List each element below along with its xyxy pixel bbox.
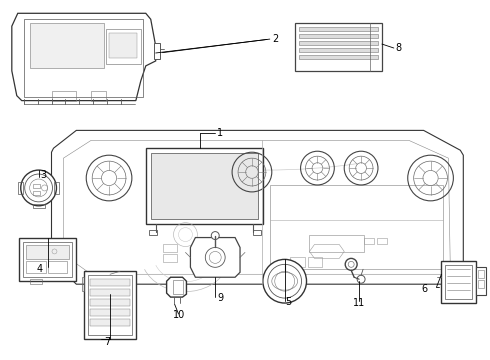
Bar (364, 238, 374, 243)
Bar (290, 257, 305, 267)
Bar (149, 230, 157, 235)
Circle shape (345, 258, 357, 270)
Bar (163, 244, 176, 252)
Bar (163, 255, 176, 262)
Text: 10: 10 (172, 310, 185, 320)
Bar (298, 55, 378, 59)
Bar (23, 242, 73, 277)
Circle shape (21, 170, 56, 206)
Bar (146, 148, 263, 224)
Bar (30, 279, 42, 284)
Polygon shape (167, 277, 187, 297)
Bar (25, 261, 46, 273)
Bar (51, 91, 76, 100)
Bar (90, 279, 130, 286)
Bar (90, 299, 130, 306)
Bar (478, 270, 484, 278)
Text: 2: 2 (272, 34, 278, 44)
Bar (377, 238, 387, 243)
Bar (48, 261, 68, 273)
Bar (154, 43, 160, 59)
Circle shape (357, 275, 365, 283)
Polygon shape (12, 13, 156, 100)
Text: 4: 4 (37, 264, 43, 274)
Bar (476, 267, 486, 295)
Text: 8: 8 (396, 43, 402, 53)
Text: 11: 11 (353, 298, 366, 308)
Bar (298, 27, 378, 31)
Polygon shape (191, 238, 240, 277)
Text: 5: 5 (286, 297, 292, 307)
Bar (253, 230, 261, 235)
Bar (90, 289, 130, 296)
Bar (298, 34, 378, 38)
Bar (33, 191, 40, 195)
Bar (294, 23, 382, 71)
Circle shape (263, 260, 307, 303)
Bar (25, 246, 70, 260)
Bar (298, 48, 378, 52)
Bar (19, 238, 76, 281)
Bar (270, 185, 443, 269)
Bar (84, 271, 136, 339)
Bar (310, 235, 364, 252)
Text: 1: 1 (217, 129, 223, 138)
Text: 6: 6 (421, 284, 428, 294)
Bar (151, 153, 258, 219)
Bar (90, 319, 130, 326)
Bar (90, 309, 130, 316)
Bar (445, 265, 472, 299)
Polygon shape (51, 130, 464, 284)
Bar (441, 261, 476, 303)
Text: 3: 3 (41, 170, 47, 180)
Bar (172, 280, 183, 294)
Bar (106, 29, 141, 64)
Bar (298, 41, 378, 45)
Bar (24, 19, 143, 96)
Text: 9: 9 (217, 293, 223, 303)
Bar (478, 280, 484, 288)
Bar (88, 275, 132, 335)
Bar (109, 33, 137, 58)
Bar (91, 91, 106, 100)
Circle shape (211, 231, 219, 239)
Bar (308, 257, 322, 267)
Text: 7: 7 (104, 337, 110, 347)
Bar (33, 184, 40, 188)
Bar (30, 23, 104, 68)
